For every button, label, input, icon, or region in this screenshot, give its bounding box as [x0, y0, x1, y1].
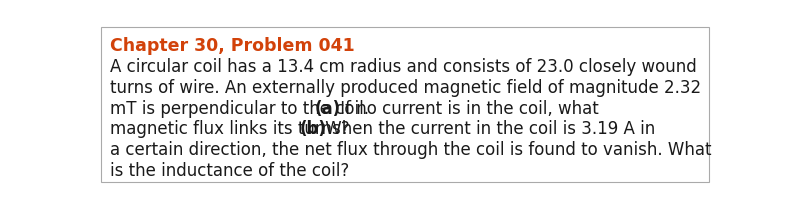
Text: (a): (a) [315, 100, 341, 118]
Text: a certain direction, the net flux through the coil is found to vanish. What: a certain direction, the net flux throug… [110, 141, 711, 159]
Text: When the current in the coil is 3.19 A in: When the current in the coil is 3.19 A i… [320, 120, 656, 139]
Text: turns of wire. An externally produced magnetic field of magnitude 2.32: turns of wire. An externally produced ma… [110, 79, 701, 97]
Text: is the inductance of the coil?: is the inductance of the coil? [110, 162, 349, 180]
Text: magnetic flux links its turns?: magnetic flux links its turns? [110, 120, 354, 139]
Text: Chapter 30, Problem 041: Chapter 30, Problem 041 [110, 37, 354, 54]
Text: If no current is in the coil, what: If no current is in the coil, what [335, 100, 599, 118]
Text: mT is perpendicular to the coil.: mT is perpendicular to the coil. [110, 100, 374, 118]
Text: A circular coil has a 13.4 cm radius and consists of 23.0 closely wound: A circular coil has a 13.4 cm radius and… [110, 58, 696, 76]
FancyBboxPatch shape [101, 27, 709, 182]
Text: (b): (b) [300, 120, 327, 139]
